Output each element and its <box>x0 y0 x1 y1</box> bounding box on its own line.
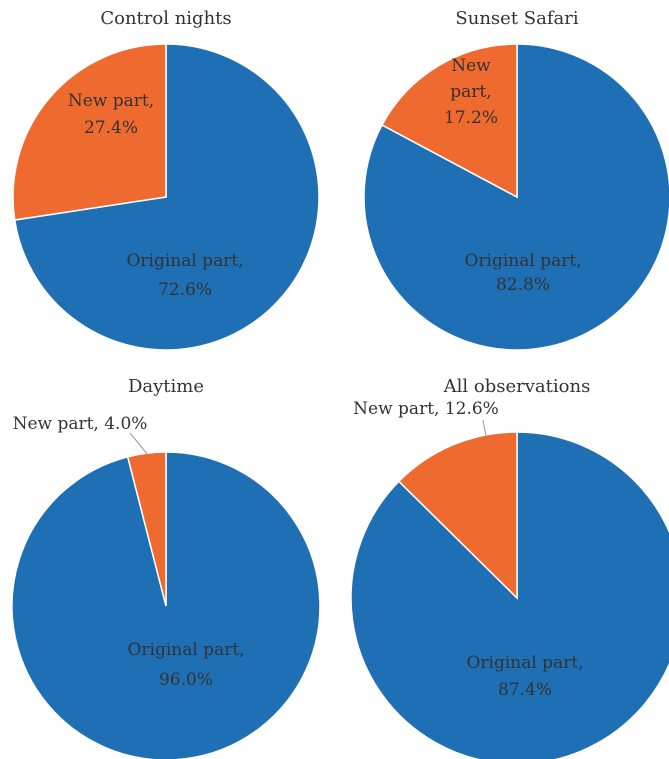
slice-original-part <box>350 431 669 759</box>
pie-chart-3: Daytime Original part, 96.0% New part, 4.0% <box>11 376 321 759</box>
chart-title: All observations <box>443 376 591 397</box>
data-label-new-part: New part, 17.2% <box>444 56 498 128</box>
label-leader-line <box>482 419 487 437</box>
data-label-new-part: New part, 4.0% <box>13 414 148 434</box>
data-label-new-part: New part, 27.4% <box>68 91 154 138</box>
slice-new-part <box>397 431 518 600</box>
data-label-original-part: Original part, 96.0% <box>127 640 244 690</box>
slice-new-part <box>380 43 518 199</box>
chart-title: Sunset Safari <box>455 8 578 29</box>
pie-chart-4: All observations Original part, 87.4% New p… <box>350 376 669 759</box>
chart-title: Daytime <box>128 376 204 397</box>
data-label-new-part: New part, 12.6% <box>353 399 499 419</box>
slice-new-part <box>12 43 167 221</box>
slice-original-part <box>13 43 320 351</box>
pie-chart-2: Sunset Safari Original part, 82.8% New part,… <box>363 8 669 351</box>
label-leader-line <box>129 432 149 456</box>
data-label-original-part: Original part, 87.4% <box>466 653 583 700</box>
pie-chart-1: Control nights Original part, 72.6% New par… <box>12 8 320 351</box>
chart-title: Control nights <box>100 8 231 29</box>
data-label-original-part: Original part, 72.6% <box>126 251 243 300</box>
data-label-original-part: Original part, 82.8% <box>464 251 581 295</box>
